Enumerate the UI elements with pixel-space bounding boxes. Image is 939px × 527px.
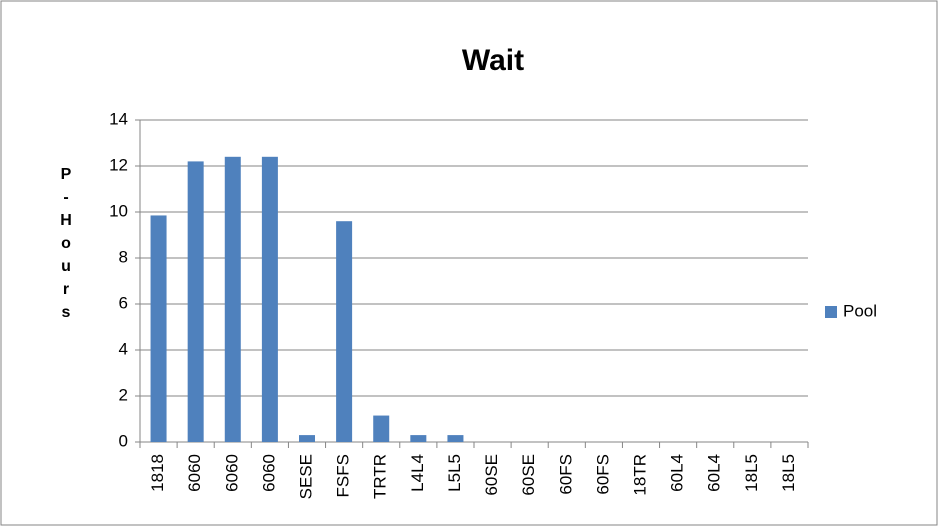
y-tick-label: 14 [109,109,128,128]
bar [150,215,167,442]
x-tick-label: 1818 [148,454,167,492]
y-tick-label: 2 [119,385,128,404]
x-tick-label: 18L5 [742,454,761,492]
x-tick-label: 6060 [185,454,204,492]
y-axis-label: P-Hours [58,166,75,327]
bar [261,156,278,443]
x-tick-label: SESE [296,454,315,499]
bar [224,156,241,443]
x-tick-label: 60SE [519,454,538,496]
x-tick-label: 60FS [556,454,575,495]
x-tick-label: 18TR [630,454,649,496]
chart-title: Wait [462,44,524,77]
y-tick-label: 10 [109,201,128,220]
x-tick-label: 60L4 [668,454,687,492]
x-tick-label: 6060 [259,454,278,492]
x-tick-label: 60SE [482,454,501,496]
x-tick-label: 60L4 [705,454,724,492]
bar [410,435,427,442]
y-tick-label: 0 [119,431,128,450]
x-tick-label: L4L4 [408,454,427,492]
y-tick-label: 6 [119,293,128,312]
x-tick-label: 6060 [222,454,241,492]
y-tick-label: 8 [119,247,128,266]
bar [299,435,315,442]
x-tick-label: TRTR [371,454,390,499]
bar [187,161,204,442]
x-tick-label: L5L5 [445,454,464,492]
y-tick-label: 4 [119,339,128,358]
bar [447,435,464,442]
x-tick-label: FSFS [334,454,353,497]
legend-label: Pool [843,301,877,320]
legend-swatch [825,306,837,318]
y-tick-label: 12 [109,155,128,174]
bar [336,221,353,442]
x-tick-label: 60FS [593,454,612,495]
bar [373,415,390,442]
x-tick-label: 18L5 [779,454,798,492]
